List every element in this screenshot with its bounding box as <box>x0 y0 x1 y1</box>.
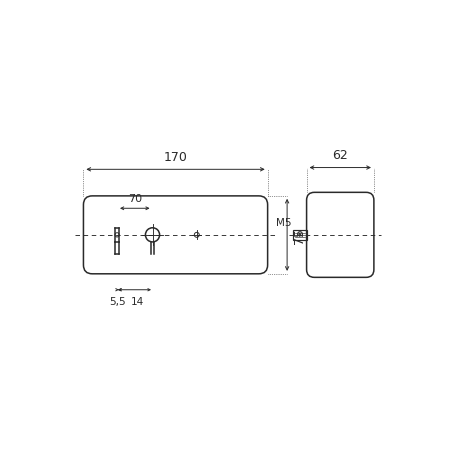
Text: 170: 170 <box>163 151 187 163</box>
Bar <box>292 230 306 241</box>
Text: 70: 70 <box>128 194 141 204</box>
Text: 62: 62 <box>332 149 347 162</box>
Text: 75: 75 <box>292 227 305 243</box>
Text: 5,5: 5,5 <box>108 297 125 307</box>
Text: 14: 14 <box>130 297 144 307</box>
Text: M5: M5 <box>275 218 291 228</box>
